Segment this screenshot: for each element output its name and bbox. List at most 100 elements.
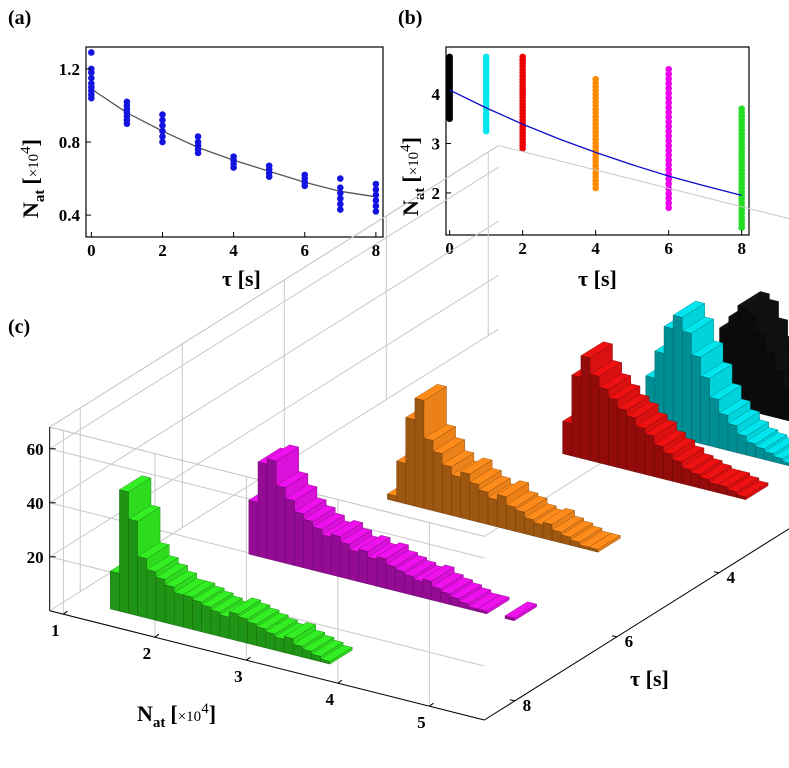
- b-data-point: [665, 113, 672, 121]
- count-tick-label: 20: [27, 548, 44, 567]
- n-tick-label: 4: [326, 690, 335, 709]
- histogram-bar-front: [533, 522, 544, 539]
- histogram-bar-front: [164, 584, 175, 626]
- a-data-point: [159, 116, 166, 124]
- panel-c: 2040601234502468 Nat[×104] τ [s]: [27, 144, 789, 732]
- tau-tick-mark: [509, 699, 515, 702]
- a-data-point: [159, 133, 166, 140]
- a-data-point: [337, 195, 344, 202]
- n-tick-label: 2: [143, 644, 152, 663]
- histogram-bar-front: [626, 415, 636, 473]
- histogram-bar-front: [404, 574, 414, 596]
- panel-c-xlabel-open: [: [170, 701, 177, 726]
- b-data-point: [665, 166, 672, 173]
- histogram-bar-front: [700, 375, 710, 447]
- a-data-point: [88, 65, 95, 73]
- panel-a-yticks: 0.4 0.8 1.2: [59, 60, 91, 225]
- a-data-point: [337, 175, 344, 182]
- n-tick-label: 1: [51, 621, 60, 640]
- b-data-point: [665, 132, 672, 140]
- tau-tick-mark: [713, 571, 719, 574]
- a-ytick-label: 0.4: [59, 206, 81, 225]
- histogram-bar-front: [331, 534, 341, 578]
- tau-axis-line: [484, 528, 789, 721]
- b-ytick-label: 2: [432, 184, 441, 203]
- panel-a-ylabel-sub: at: [32, 190, 48, 203]
- a-xtick-label: 6: [300, 241, 309, 260]
- histogram-bar-front: [746, 312, 757, 413]
- histogram-bar-front: [266, 458, 277, 562]
- a-data-point: [194, 133, 202, 140]
- a-xtick-label: 0: [87, 241, 96, 260]
- panel-c-label: (c): [8, 316, 30, 338]
- a-xtick-label: 4: [229, 241, 238, 260]
- side-wall-gridline: [49, 166, 499, 450]
- histogram-bar-front: [248, 499, 259, 557]
- panel-a-ylabel-close: ]: [18, 139, 43, 146]
- histogram-bar-front: [663, 451, 673, 482]
- histogram-bar-front: [755, 446, 765, 460]
- tau-tick-mark: [611, 635, 617, 638]
- panel-a-xticks: 0 2 4 6 8: [87, 232, 380, 260]
- a-data-point: [159, 138, 166, 146]
- histogram-bar-front: [219, 614, 230, 640]
- b-data-point: [665, 204, 672, 212]
- a-data-point: [265, 162, 273, 170]
- b-data-point: [665, 118, 672, 126]
- histogram-bar-front: [293, 643, 303, 658]
- panel-a-ylabel-main: N: [18, 202, 43, 218]
- a-data-point: [372, 191, 380, 199]
- b-data-point: [665, 156, 672, 164]
- histogram-bar-side: [597, 535, 621, 553]
- count-tick-label: 40: [27, 494, 44, 513]
- histogram-bar-front: [571, 374, 582, 459]
- histogram-bar-front: [396, 460, 406, 505]
- histogram-bar-front: [440, 591, 451, 605]
- histogram-bar-front: [608, 397, 618, 468]
- histogram-bar-front: [469, 481, 480, 523]
- histogram-bar-front: [119, 489, 129, 614]
- histogram-bar-front: [599, 387, 609, 466]
- histogram-bar-front: [644, 433, 655, 477]
- b-data-point: [482, 53, 490, 61]
- histogram-bar-front: [737, 433, 747, 456]
- panel-a-points: [88, 49, 380, 215]
- histogram-bar-front: [385, 564, 396, 592]
- histogram-bar-front: [358, 549, 368, 585]
- panel-b-xticks: 0 2 4 6 8: [445, 230, 746, 258]
- panel-c-xlabel-main: N: [137, 701, 153, 726]
- histogram-bar-side: [514, 603, 537, 622]
- histogram-bar-front: [283, 636, 294, 656]
- panel-b-ylabel-open: [: [398, 175, 423, 182]
- a-data-point: [123, 98, 131, 106]
- a-xtick-label: 2: [158, 241, 167, 260]
- panel-a-ylabel-open: [: [18, 177, 43, 184]
- panel-c-xlabel-unit: ×10: [178, 709, 201, 725]
- histogram-bar-front: [487, 497, 498, 528]
- b-data-point: [665, 142, 672, 149]
- histogram-bar-front: [192, 599, 202, 633]
- histogram-bar-front: [413, 579, 423, 599]
- panel-b-xlabel: τ [s]: [578, 266, 617, 291]
- b-data-point: [665, 161, 672, 169]
- b-data-point: [665, 70, 672, 78]
- histogram-bar-front: [460, 471, 470, 521]
- histogram-bar-front: [635, 425, 646, 475]
- a-data-point: [159, 111, 166, 118]
- tau-tick-label: 4: [727, 568, 736, 587]
- histogram-bar-front: [718, 412, 729, 451]
- panel-b-ylabel: Nat[×104]: [398, 137, 428, 216]
- a-data-point: [372, 202, 380, 210]
- histogram-bar-front: [257, 461, 268, 559]
- a-data-point: [372, 197, 380, 204]
- b-data-point: [665, 199, 672, 207]
- a-data-point: [337, 200, 344, 208]
- histogram-bar-front: [524, 517, 534, 537]
- b-data-point: [446, 53, 453, 61]
- a-data-point: [301, 171, 309, 179]
- panel-b-yticks: 2 3 4: [432, 85, 451, 203]
- panel-b: 0 2 4 6 8 2 3 4 τ [s] Nat[×104]: [398, 46, 750, 291]
- b-xtick-label: 0: [445, 239, 454, 258]
